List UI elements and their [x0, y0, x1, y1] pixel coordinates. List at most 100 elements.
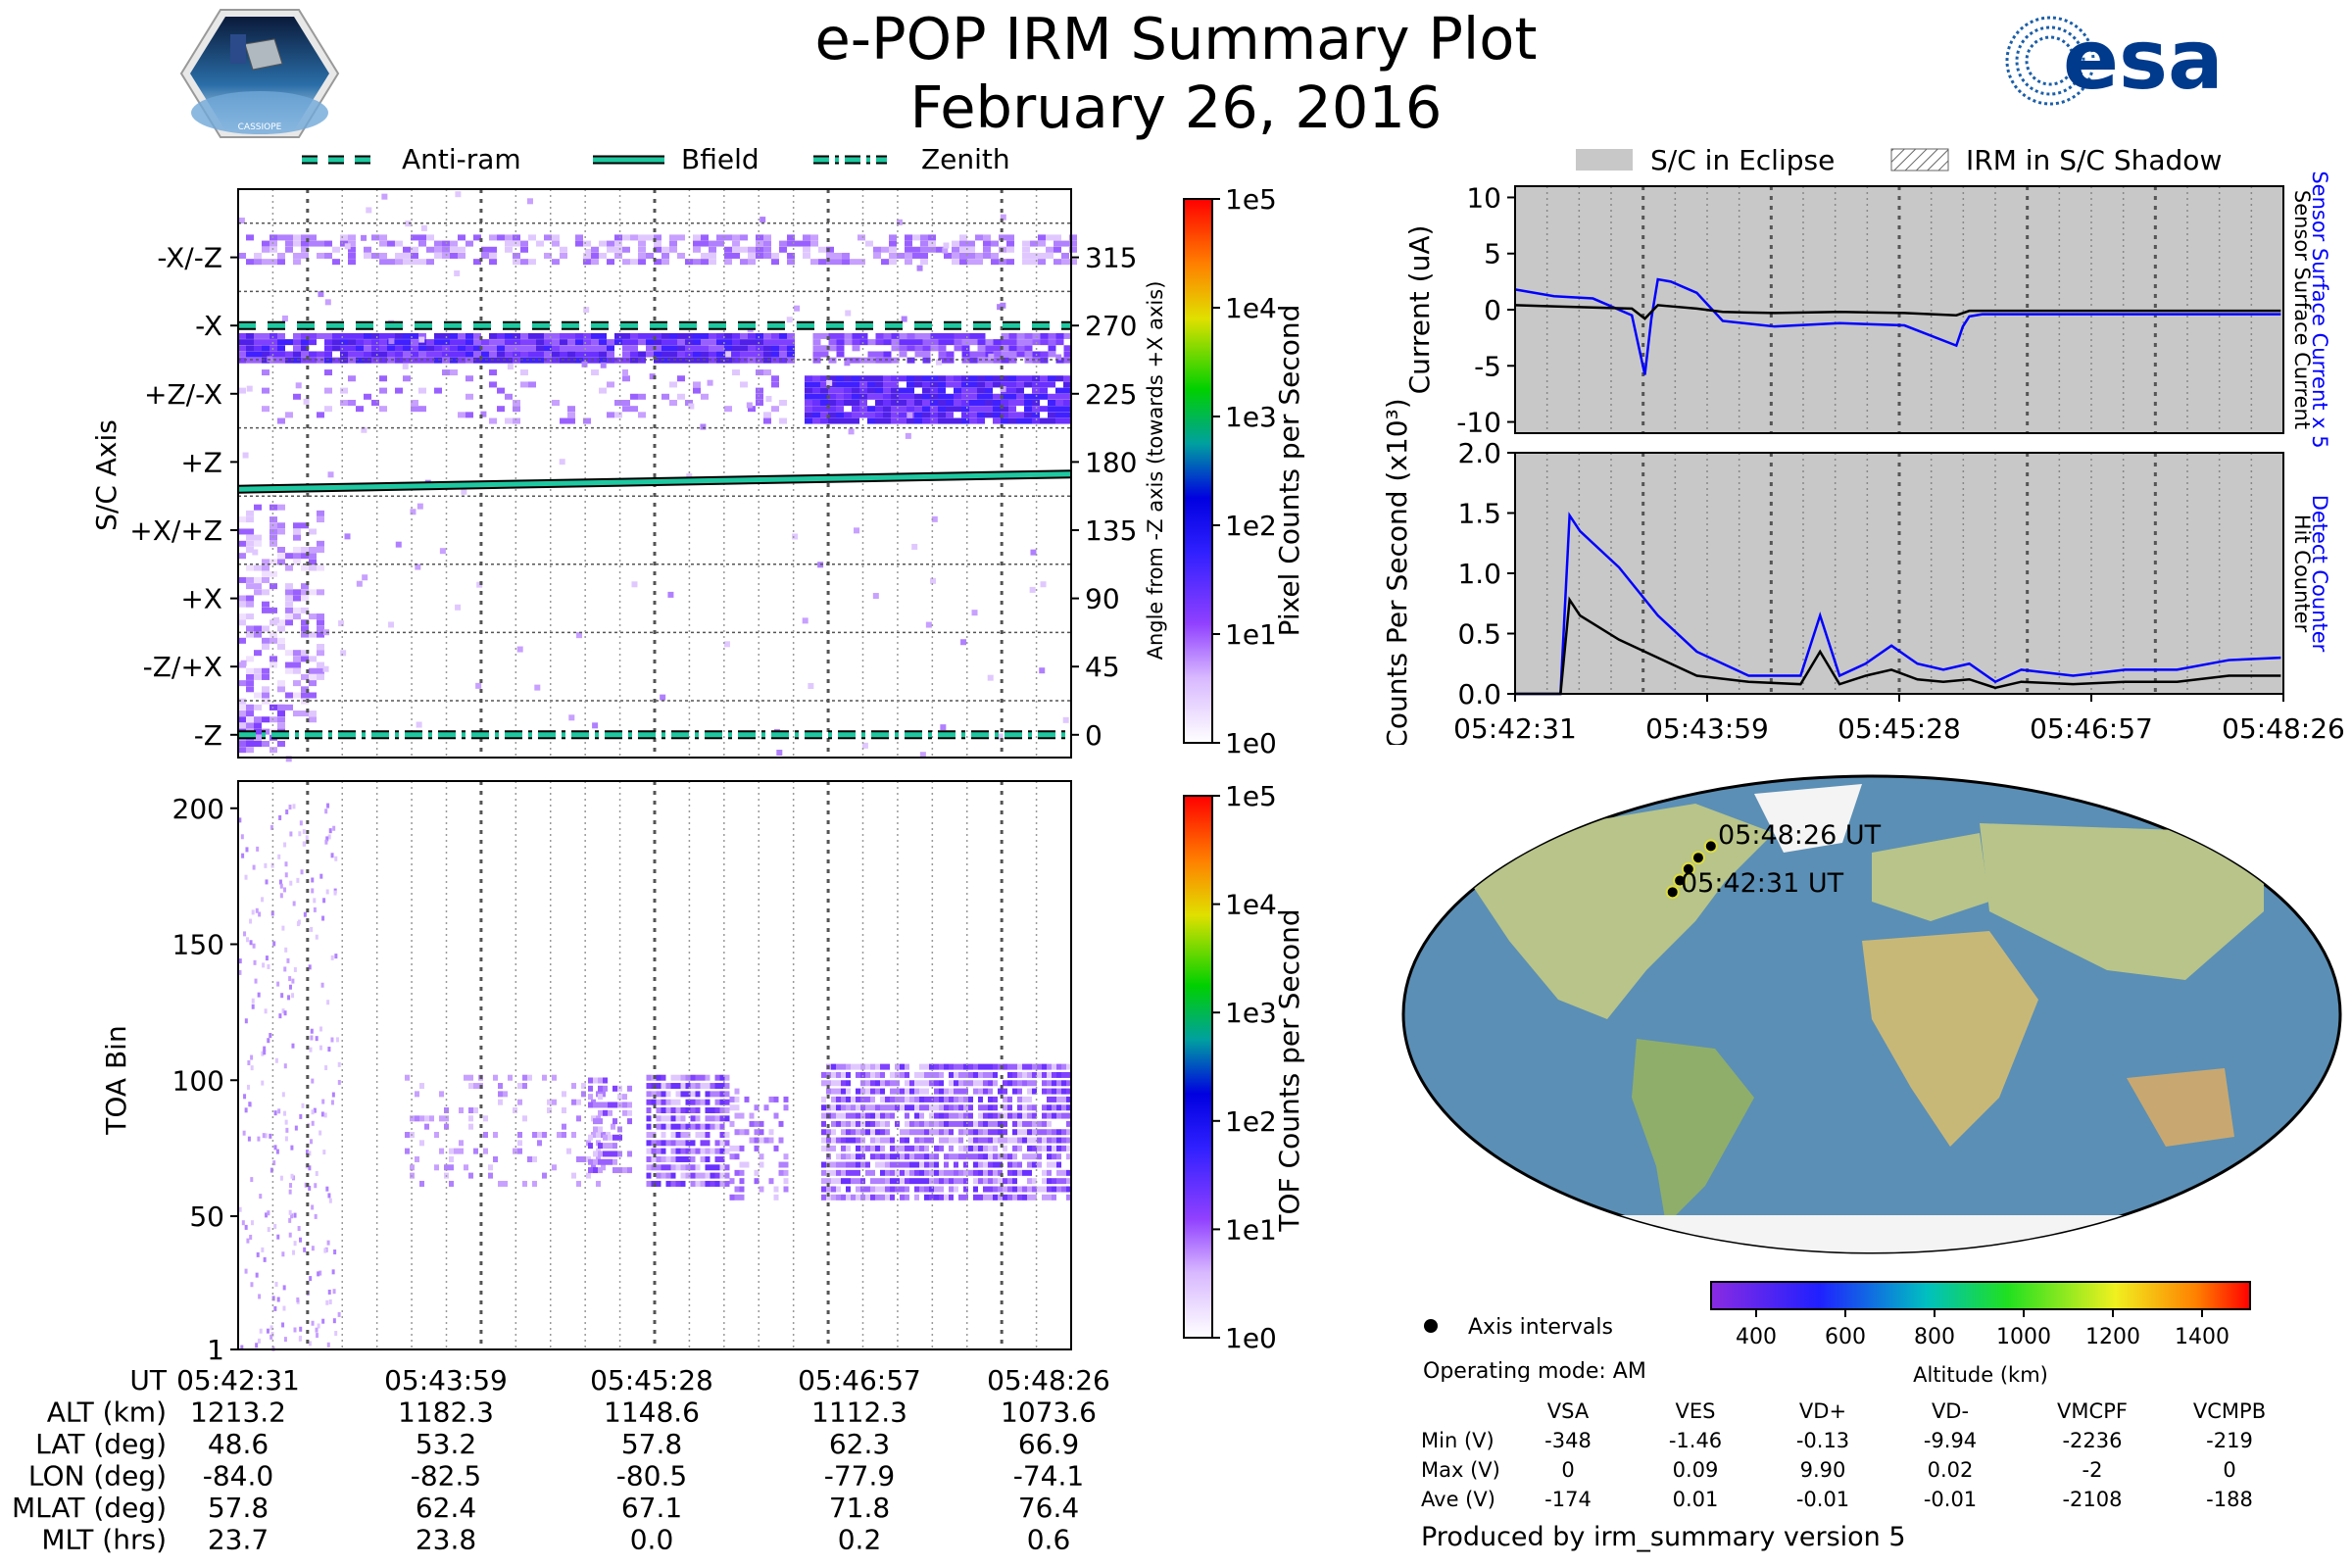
pixel-cell	[646, 351, 654, 358]
pixel-cell	[528, 234, 536, 241]
pixel-cell	[614, 357, 622, 364]
tof-cell	[978, 1104, 983, 1111]
tof-cell	[905, 1096, 909, 1102]
pixel-cell	[688, 403, 695, 410]
pixel-cell	[1008, 399, 1016, 406]
pixel-cell	[969, 332, 978, 339]
pixel-cell	[669, 399, 677, 406]
tof-cell	[700, 1099, 706, 1105]
pixel-cell	[1048, 399, 1055, 406]
pixel-cell	[332, 345, 340, 352]
pixel-cell	[301, 351, 309, 358]
tof-cell	[1066, 1096, 1071, 1102]
pixel-cell	[805, 412, 812, 418]
pixel-cell	[277, 625, 285, 632]
tof-cell	[675, 1091, 681, 1098]
tof-cell	[257, 1338, 261, 1344]
tof-cell	[1061, 1104, 1066, 1111]
pixel-cell	[899, 375, 906, 382]
pixel-cell	[858, 259, 865, 266]
pixel-cell	[1001, 351, 1009, 358]
pixel-cell	[732, 369, 740, 376]
tof-cell	[851, 1120, 856, 1127]
x-tick-label: 05:48:26	[2222, 712, 2345, 745]
pixel-cell	[859, 332, 868, 339]
tof-cell	[576, 1180, 581, 1187]
pixel-cell	[983, 240, 991, 247]
tof-cell	[900, 1186, 905, 1193]
pixel-cell	[630, 345, 638, 352]
pixel-cell	[356, 580, 363, 587]
pixel-cell	[254, 704, 262, 710]
tof-cell	[836, 1112, 841, 1119]
pixel-cell	[820, 417, 828, 424]
tof-cell	[1003, 1096, 1007, 1102]
pixel-cell	[993, 351, 1002, 358]
tof-cell	[240, 1345, 244, 1350]
pixel-cell	[348, 240, 356, 247]
tof-cell	[468, 1172, 473, 1179]
tof-cell	[1012, 1194, 1017, 1200]
tof-cell	[1056, 1096, 1061, 1102]
pixel-cell	[434, 332, 442, 339]
pixel-cell	[505, 234, 513, 241]
pixel-cell	[238, 339, 246, 346]
pixel-cell	[356, 351, 364, 358]
tof-cell	[1032, 1071, 1037, 1078]
pixel-cell	[646, 252, 654, 259]
pixel-cell	[771, 339, 779, 346]
tof-cell	[675, 1164, 681, 1171]
pixel-cell	[1001, 375, 1008, 382]
tof-cell	[685, 1099, 691, 1105]
pixel-cell	[583, 351, 591, 358]
pixel-cell	[961, 351, 970, 358]
tof-cell	[846, 1137, 851, 1144]
x-tick-label: 05:43:59	[1645, 712, 1769, 745]
pixel-cell	[993, 412, 1001, 418]
tof-cell	[1061, 1088, 1066, 1095]
pixel-cell	[946, 412, 954, 418]
pixel-cell	[295, 382, 302, 389]
pixel-cell	[513, 332, 520, 339]
tof-cell	[305, 1150, 309, 1155]
left-tick-label: +X	[180, 583, 222, 615]
altitude-label: Altitude (km)	[1913, 1363, 2048, 1387]
tof-cell	[327, 1193, 331, 1199]
pixel-cell	[1008, 387, 1016, 394]
pixel-cell	[812, 339, 821, 346]
tof-cell	[880, 1169, 885, 1176]
tof-cell	[244, 1018, 248, 1024]
tof-cell	[405, 1148, 410, 1154]
tof-cell	[719, 1180, 725, 1187]
tof-cell	[880, 1080, 885, 1087]
pixel-cell	[591, 259, 599, 266]
tof-cell	[292, 804, 296, 809]
tof-cell	[331, 1092, 335, 1098]
tof-cell	[1056, 1112, 1061, 1119]
tof-cell	[265, 879, 269, 885]
pixel-cell	[592, 722, 599, 729]
tof-cell	[685, 1091, 691, 1098]
pixel-colorbar	[1183, 198, 1213, 744]
tof-cell	[846, 1104, 851, 1111]
current-ylabel: Current (uA)	[1403, 225, 1436, 395]
tof-cell	[1066, 1194, 1071, 1200]
tof-cell	[656, 1123, 662, 1130]
tof-cell	[826, 1088, 831, 1095]
pixel-cell	[938, 406, 946, 413]
tof-cell	[905, 1063, 909, 1070]
tof-cell	[865, 1112, 870, 1119]
pixel-cell	[991, 240, 999, 247]
tof-cell	[1007, 1194, 1012, 1200]
pixel-cell	[489, 246, 497, 253]
pixel-cell	[765, 395, 772, 402]
tof-cell	[294, 1125, 298, 1131]
pixel-cell	[614, 252, 622, 259]
tof-cell	[885, 1129, 890, 1136]
pixel-cell	[415, 564, 421, 570]
tof-cell	[734, 1186, 740, 1193]
orbit-cell: 62.3	[829, 1428, 890, 1460]
info-table-row-label: Max (V)	[1421, 1458, 1500, 1482]
tof-cell	[905, 1178, 909, 1185]
tof-cell	[993, 1161, 998, 1168]
